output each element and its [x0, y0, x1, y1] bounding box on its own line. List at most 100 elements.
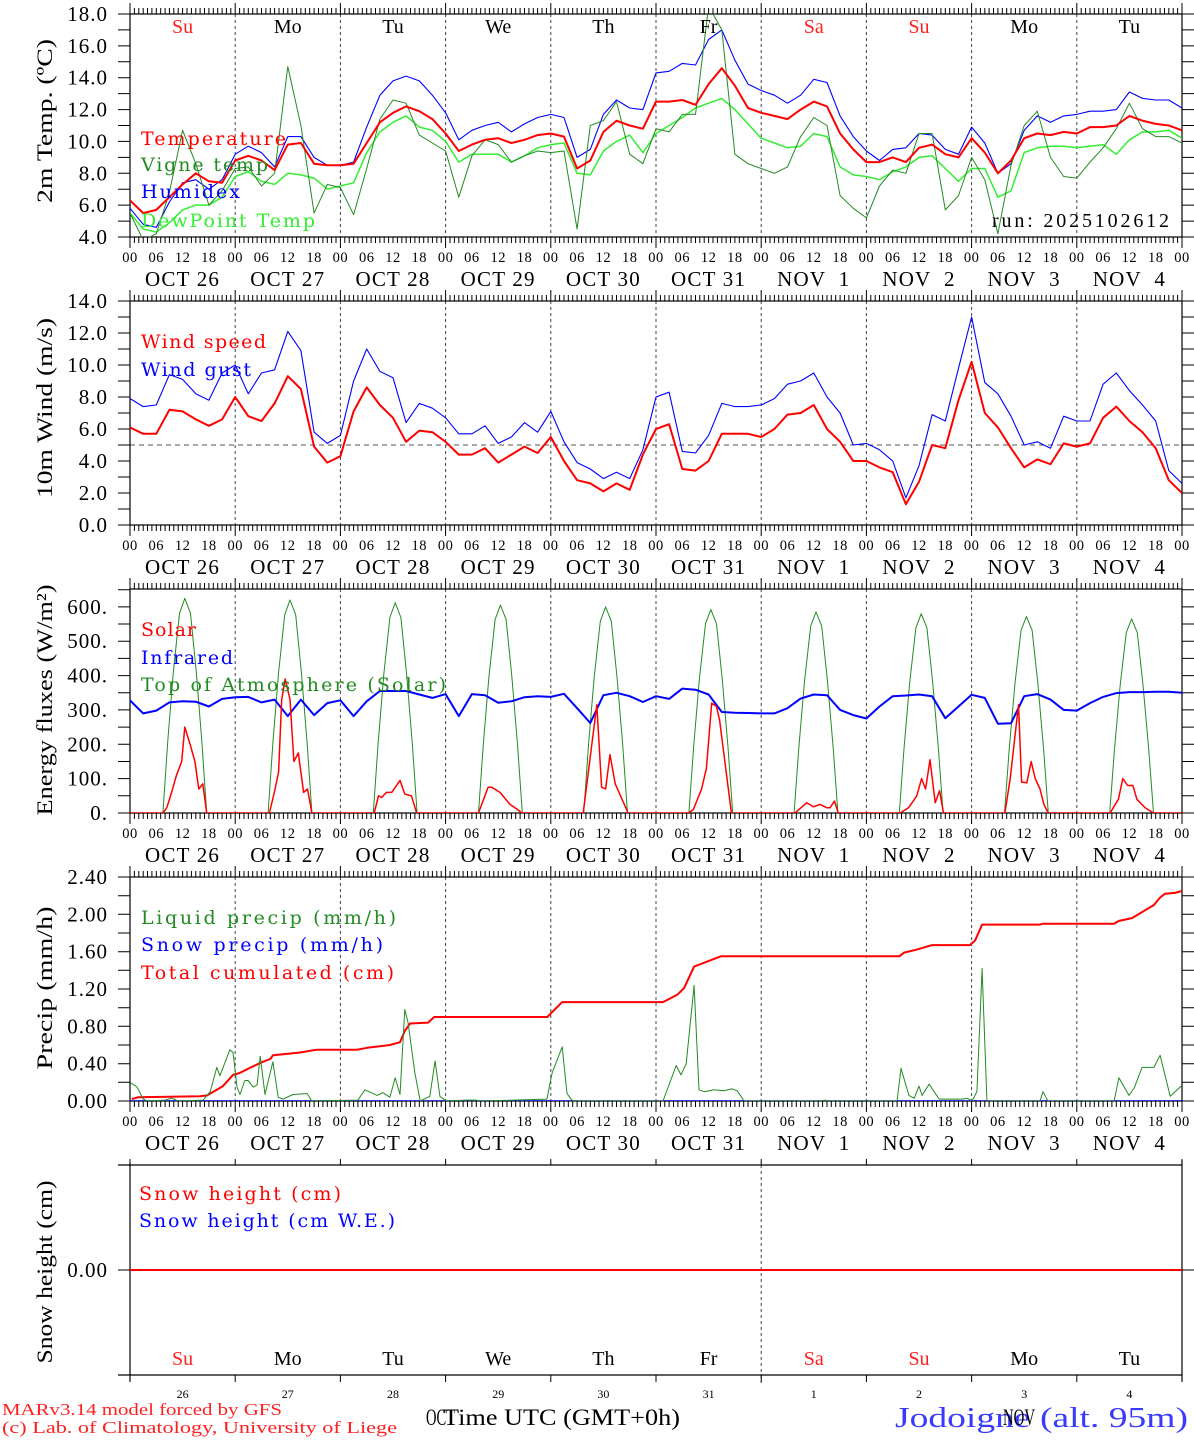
y-tick-label: 2.40	[67, 865, 108, 889]
x-hour-label: 12	[175, 538, 191, 554]
x-hour-label: 00	[333, 1114, 349, 1130]
series-line-vigne-temp	[130, 14, 1182, 237]
x-hour-label: 06	[885, 538, 901, 554]
x-hour-label: 00	[122, 538, 138, 554]
x-hour-label: 18	[412, 538, 428, 554]
x-hour-label: 00	[964, 538, 980, 554]
x-hour-label: 06	[254, 826, 270, 842]
x-hour-label: 06	[149, 250, 165, 266]
x-hour-label: 18	[622, 1114, 638, 1130]
y-tick-label: 8.0	[79, 161, 108, 185]
x-hour-label: 12	[280, 250, 296, 266]
x-hour-label: 00	[964, 826, 980, 842]
legend-snow-precip: Snow precip (mm/h)	[141, 934, 383, 956]
y-tick-label: 2.00	[67, 902, 108, 926]
x-date-label: NOV 3	[988, 267, 1061, 291]
x-hour-label: 18	[412, 250, 428, 266]
y-tick-label: 0.80	[67, 1014, 108, 1038]
x-hour-label: 18	[201, 538, 217, 554]
axis-ticks	[118, 578, 1194, 824]
x-hour-label: 18	[832, 538, 848, 554]
axis-ticks	[118, 866, 1194, 1112]
day-name-label: We	[485, 16, 511, 38]
x-hour-label: 00	[333, 538, 349, 554]
x-hour-label: 12	[1016, 250, 1032, 266]
legend-liquid-precip: Liquid precip (mm/h)	[141, 907, 396, 929]
x-hour-label: 18	[622, 826, 638, 842]
x-hour-label: 00	[1069, 250, 1085, 266]
x-hour-label: 12	[701, 1114, 717, 1130]
day-name-label: Su	[908, 16, 929, 38]
x-hour-label: 06	[569, 1114, 585, 1130]
x-hour-label: 18	[517, 1114, 533, 1130]
x-date-label: NOV 4	[1093, 555, 1166, 579]
x-hour-label: 12	[385, 250, 401, 266]
x-hour-label: 00	[859, 538, 875, 554]
x-hour-label: 12	[911, 826, 927, 842]
x-hour-label: 12	[911, 250, 927, 266]
x-hour-label: 06	[1095, 1114, 1111, 1130]
x-date-label: OCT 30	[566, 267, 641, 291]
x-hour-label: 18	[1043, 1114, 1059, 1130]
x-date-label: OCT 29	[461, 555, 536, 579]
x-hour-label: 00	[122, 250, 138, 266]
x-hour-label: 00	[753, 826, 769, 842]
x-hour-label: 12	[701, 538, 717, 554]
x-hour-label: 18	[517, 250, 533, 266]
footer: MARv3.14 model forced by GFS (c) Lab. of…	[2, 1400, 1188, 1437]
x-hour-label: 00	[753, 1114, 769, 1130]
x-hour-label: 06	[990, 250, 1006, 266]
x-hour-label: 06	[780, 826, 796, 842]
y-tick-label: 4.0	[79, 225, 108, 249]
x-hour-label: 18	[938, 1114, 954, 1130]
day-name-label: Mo	[1010, 16, 1038, 38]
y-tick-label: 12.0	[67, 321, 108, 345]
month-label-nov: NOV	[1003, 1405, 1035, 1430]
x-hour-label: 00	[227, 1114, 243, 1130]
x-hour-label: 12	[175, 1114, 191, 1130]
x-hour-label: 18	[938, 538, 954, 554]
series-line-total-cumulated-cm	[131, 890, 1182, 1101]
x-hour-label: 18	[1148, 538, 1164, 554]
legend-wind-speed: Wind speed	[141, 331, 266, 353]
x-hour-label: 12	[385, 1114, 401, 1130]
x-date-label: NOV 1	[777, 1131, 850, 1155]
series-line-top-of-atmosphere-solar	[130, 597, 1182, 813]
x-date-label: OCT 28	[355, 555, 430, 579]
y-tick-label: 14.0	[67, 289, 108, 313]
x-hour-label: 00	[753, 538, 769, 554]
legend-infrared: Infrared	[141, 647, 233, 669]
y-tick-label: 6.0	[79, 193, 108, 217]
y-tick-label: 18.0	[67, 2, 108, 26]
day-name-label: Fr	[700, 16, 718, 38]
x-hour-label: 18	[517, 538, 533, 554]
x-hour-label: 06	[675, 826, 691, 842]
x-hour-label: 00	[1069, 1114, 1085, 1130]
x-hour-label: 12	[490, 826, 506, 842]
x-hour-label: 12	[1122, 538, 1138, 554]
y-axis-title-precip: Precip (mm/h)	[32, 907, 57, 1070]
x-hour-label: 12	[596, 538, 612, 554]
x-date-label: NOV 2	[882, 843, 955, 867]
y-tick-label: 600.	[67, 595, 108, 619]
x-hour-label: 18	[1148, 1114, 1164, 1130]
x-hour-label: 18	[622, 538, 638, 554]
x-hour-label: 06	[359, 538, 375, 554]
y-tick-label: 10.0	[67, 129, 108, 153]
x-date-label: OCT 27	[250, 843, 325, 867]
y-tick-label: 0.00	[67, 1258, 108, 1282]
y-tick-label: 16.0	[67, 34, 108, 58]
x-hour-label: 00	[859, 826, 875, 842]
x-hour-label: 00	[964, 1114, 980, 1130]
day-name-label: Fr	[700, 1348, 718, 1370]
x-date-label: NOV 3	[988, 843, 1061, 867]
x-date-label: OCT 26	[145, 843, 220, 867]
x-hour-label: 12	[806, 1114, 822, 1130]
x-hour-label: 06	[990, 1114, 1006, 1130]
day-number-label: 29	[492, 1387, 504, 1401]
day-name-label: Su	[908, 1348, 929, 1370]
y-tick-label: 0.0	[79, 513, 108, 537]
x-date-label: NOV 2	[882, 555, 955, 579]
x-date-label: NOV 1	[777, 555, 850, 579]
